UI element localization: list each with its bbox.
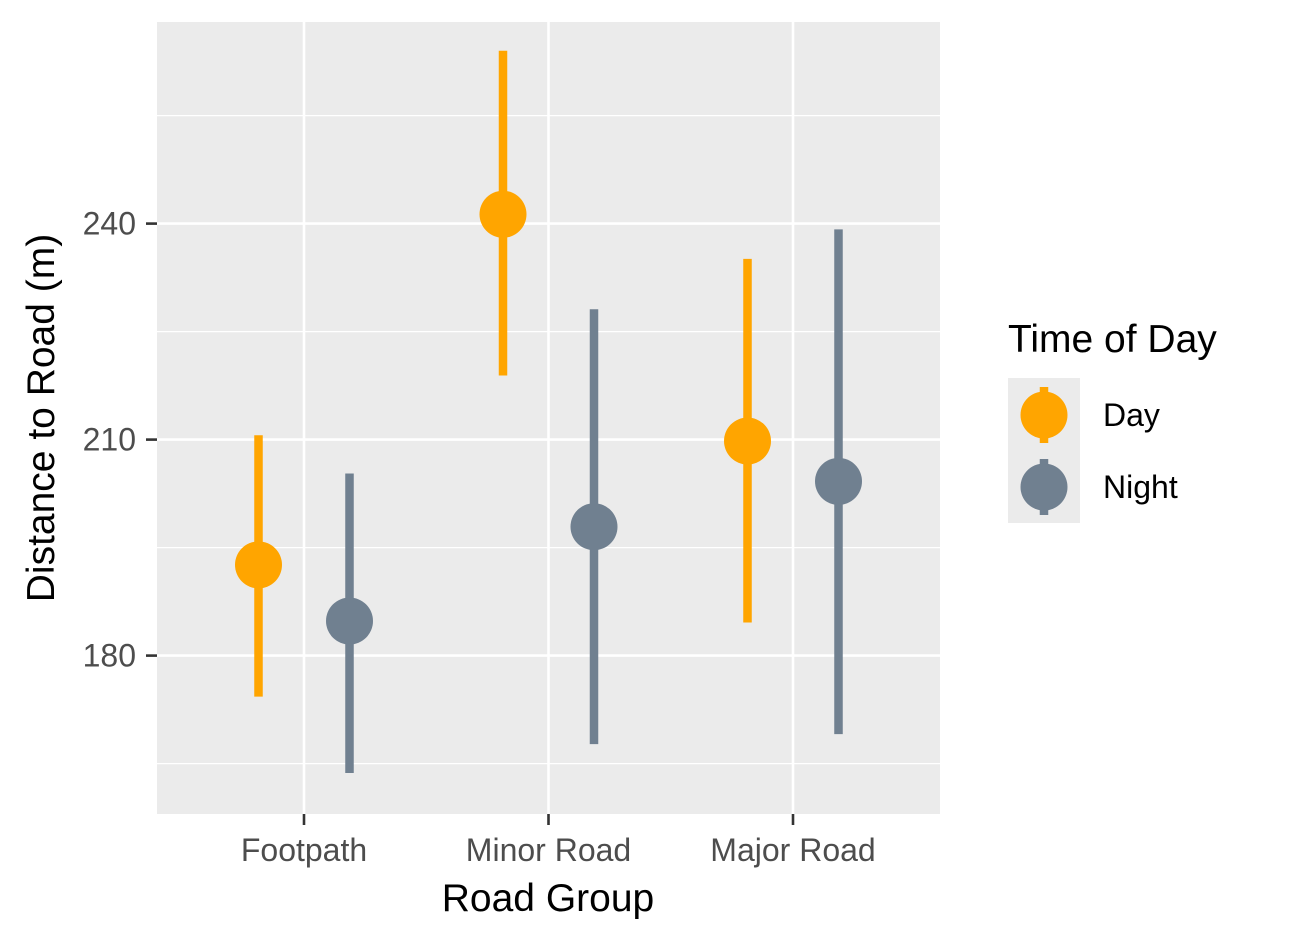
grid-major: [157, 22, 940, 814]
data-point: [479, 190, 527, 238]
data-point: [570, 503, 618, 551]
x-axis-title: Road Group: [442, 877, 654, 920]
data-point: [815, 457, 862, 505]
legend-items: Day Night: [1020, 387, 1178, 515]
legend: Time of Day Day Night: [1008, 318, 1217, 523]
y-tick-label: 210: [83, 422, 136, 458]
legend-label: Day: [1103, 397, 1160, 433]
data-point: [724, 417, 771, 465]
legend-label: Night: [1103, 469, 1178, 505]
x-tick-label: Major Road: [710, 832, 875, 868]
legend-key-point: [1020, 463, 1068, 511]
x-tick-label: Minor Road: [466, 832, 631, 868]
data-point: [235, 541, 282, 589]
legend-key-point: [1020, 391, 1068, 439]
y-axis: 180 210 240: [83, 206, 157, 674]
data-point: [326, 597, 373, 645]
y-axis-title: Distance to Road (m): [20, 234, 63, 602]
x-axis: Footpath Minor Road Major Road: [241, 814, 876, 868]
y-tick-label: 180: [83, 638, 136, 674]
x-tick-label: Footpath: [241, 832, 367, 868]
data-marks: [235, 50, 862, 773]
legend-title: Time of Day: [1008, 318, 1217, 361]
y-tick-label: 240: [83, 206, 136, 242]
